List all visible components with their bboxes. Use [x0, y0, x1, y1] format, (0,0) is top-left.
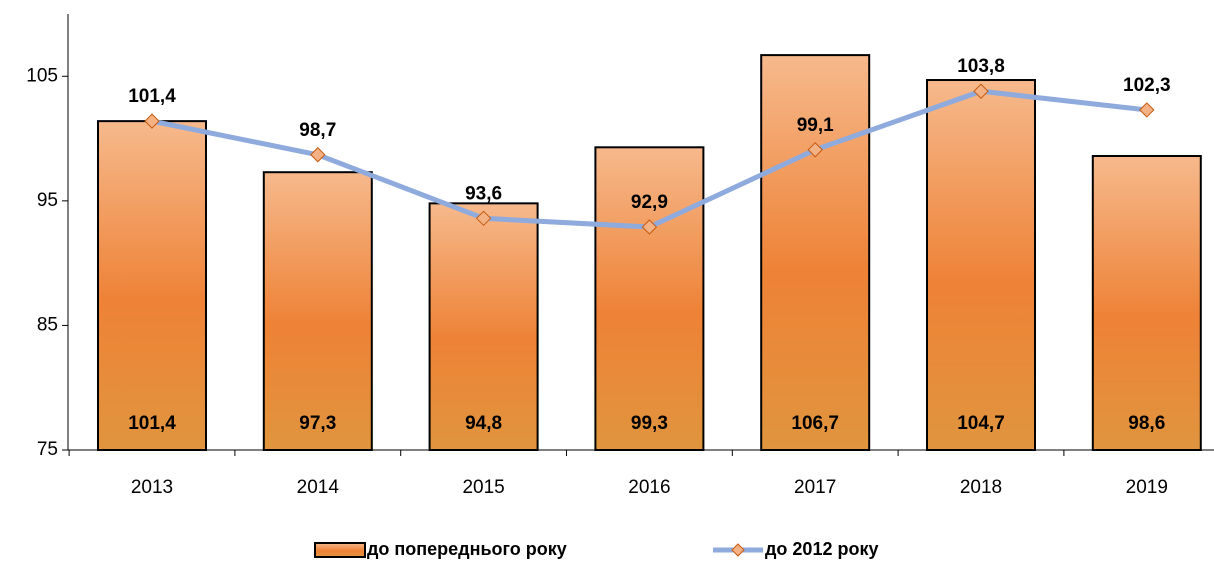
line-value-label: 93,6 — [465, 183, 502, 204]
bar-value-label: 104,7 — [957, 413, 1005, 434]
bar-value-label: 98,6 — [1128, 413, 1165, 434]
legend-marker — [731, 543, 745, 557]
y-tick-label: 95 — [37, 190, 58, 211]
line-value-label: 92,9 — [631, 192, 668, 213]
bar — [97, 120, 207, 451]
bar — [926, 79, 1036, 451]
bar-value-label: 101,4 — [128, 413, 176, 434]
x-tick-label: 2015 — [462, 477, 504, 498]
line-value-label: 103,8 — [957, 56, 1005, 77]
line-marker — [475, 210, 492, 227]
line-value-label: 102,3 — [1123, 75, 1171, 96]
legend-label: до 2012 року — [765, 539, 878, 559]
bar — [428, 202, 539, 451]
line-marker — [1139, 102, 1155, 118]
y-tick-label: 85 — [37, 314, 58, 335]
legend-label: до попереднього року — [367, 539, 567, 559]
bar-value-label: 97,3 — [299, 413, 336, 434]
x-tick-label: 2019 — [1126, 477, 1168, 498]
line-marker — [144, 113, 160, 129]
bar — [760, 54, 871, 451]
line-value-label: 99,1 — [797, 115, 834, 136]
x-tick-label: 2016 — [628, 477, 670, 498]
line-value-label: 101,4 — [128, 86, 176, 107]
y-tick-label: 105 — [26, 65, 58, 86]
bar-value-label: 106,7 — [791, 413, 839, 434]
x-tick-label: 2013 — [131, 477, 173, 498]
bar — [1091, 155, 1202, 452]
x-tick-label: 2018 — [960, 477, 1002, 498]
line-marker — [973, 83, 989, 99]
x-tick-label: 2014 — [297, 477, 340, 498]
bar-value-label: 94,8 — [465, 413, 502, 434]
line-value-label: 98,7 — [299, 120, 336, 141]
bar — [594, 146, 705, 451]
x-tick-label: 2017 — [794, 477, 836, 498]
legend-swatch — [314, 542, 366, 558]
y-tick-label: 75 — [37, 439, 58, 460]
bar — [262, 171, 373, 451]
line-marker — [807, 142, 823, 158]
line-marker — [641, 219, 658, 235]
bar-value-label: 99,3 — [631, 413, 668, 434]
line-marker — [310, 147, 326, 163]
